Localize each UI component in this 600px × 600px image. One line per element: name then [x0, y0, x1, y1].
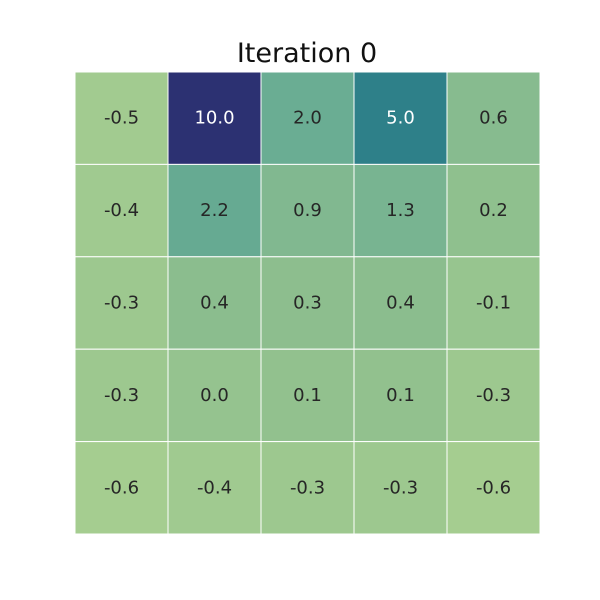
heatmap-cell-label-r0-c2: 2.0: [293, 108, 322, 129]
heatmap-cell-r4-c0: [74, 441, 169, 535]
heatmap-cell-label-r3-c1: 0.0: [200, 385, 229, 406]
heatmap-cell-label-r1-c0: -0.4: [104, 200, 139, 221]
heatmap-cell-label-r4-c1: -0.4: [197, 477, 232, 498]
heatmap-cell-label-r3-c0: -0.3: [104, 385, 139, 406]
heatmap-cell-label-r2-c1: 0.4: [200, 293, 229, 314]
heatmap-cell-r0-c0: [74, 71, 169, 165]
heatmap-cell-label-r2-c0: -0.3: [104, 293, 139, 314]
heatmap-cell-label-r2-c2: 0.3: [293, 293, 322, 314]
chart-title: Iteration 0: [236, 38, 378, 69]
heatmap-cell-label-r1-c1: 2.2: [200, 200, 229, 221]
heatmap-cell-label-r1-c3: 1.3: [386, 200, 415, 221]
heatmap-cell-r3-c1: [167, 348, 262, 443]
heatmap-cell-r1-c4: [446, 163, 541, 258]
heatmap-cell-r1-c1: [167, 163, 262, 258]
heatmap-cell-label-r0-c3: 5.0: [386, 108, 415, 129]
heatmap-cell-r0-c2: [260, 71, 355, 165]
heatmap-cell-r0-c3: [353, 71, 448, 165]
heatmap-cell-label-r4-c0: -0.6: [104, 477, 139, 498]
heatmap-cell-label-r1-c2: 0.9: [293, 200, 322, 221]
heatmap-cell-label-r4-c4: -0.6: [476, 477, 511, 498]
heatmap-cell-r2-c1: [167, 256, 262, 350]
heatmap-cell-label-r3-c2: 0.1: [293, 385, 322, 406]
heatmap-cell-label-r2-c3: 0.4: [386, 293, 415, 314]
heatmap-cells: [74, 71, 541, 535]
heatmap-cell-r4-c3: [353, 441, 448, 535]
heatmap-cell-r4-c1: [167, 441, 262, 535]
heatmap-cell-r2-c3: [353, 256, 448, 350]
heatmap-cell-r3-c4: [446, 348, 541, 443]
heatmap-cell-r1-c3: [353, 163, 448, 258]
heatmap-cell-label-r3-c4: -0.3: [476, 385, 511, 406]
heatmap-cell-r3-c3: [353, 348, 448, 443]
heatmap-cell-label-r3-c3: 0.1: [386, 385, 415, 406]
heatmap-cell-label-r4-c3: -0.3: [383, 477, 418, 498]
heatmap-cell-label-r1-c4: 0.2: [479, 200, 508, 221]
heatmap-cell-r4-c4: [446, 441, 541, 535]
heatmap-cell-r1-c2: [260, 163, 355, 258]
heatmap-cell-label-r0-c1: 10.0: [194, 108, 234, 129]
heatmap-cell-r0-c1: [167, 71, 262, 165]
heatmap-cell-label-r2-c4: -0.1: [476, 293, 511, 314]
heatmap-cell-r3-c0: [74, 348, 169, 443]
heatmap-cell-r4-c2: [260, 441, 355, 535]
heatmap-cell-label-r4-c2: -0.3: [290, 477, 325, 498]
heatmap-cell-label-r0-c0: -0.5: [104, 108, 139, 129]
heatmap-cell-r2-c4: [446, 256, 541, 350]
heatmap-cell-label-r0-c4: 0.6: [479, 108, 508, 129]
heatmap-cell-r2-c2: [260, 256, 355, 350]
heatmap-cell-labels: -0.5 10.0 2.0 5.0 0.6 -0.4 2.2 0.9 1.3 0.2 -0.3 0.4…: [104, 108, 511, 499]
heatmap-cell-r3-c2: [260, 348, 355, 443]
